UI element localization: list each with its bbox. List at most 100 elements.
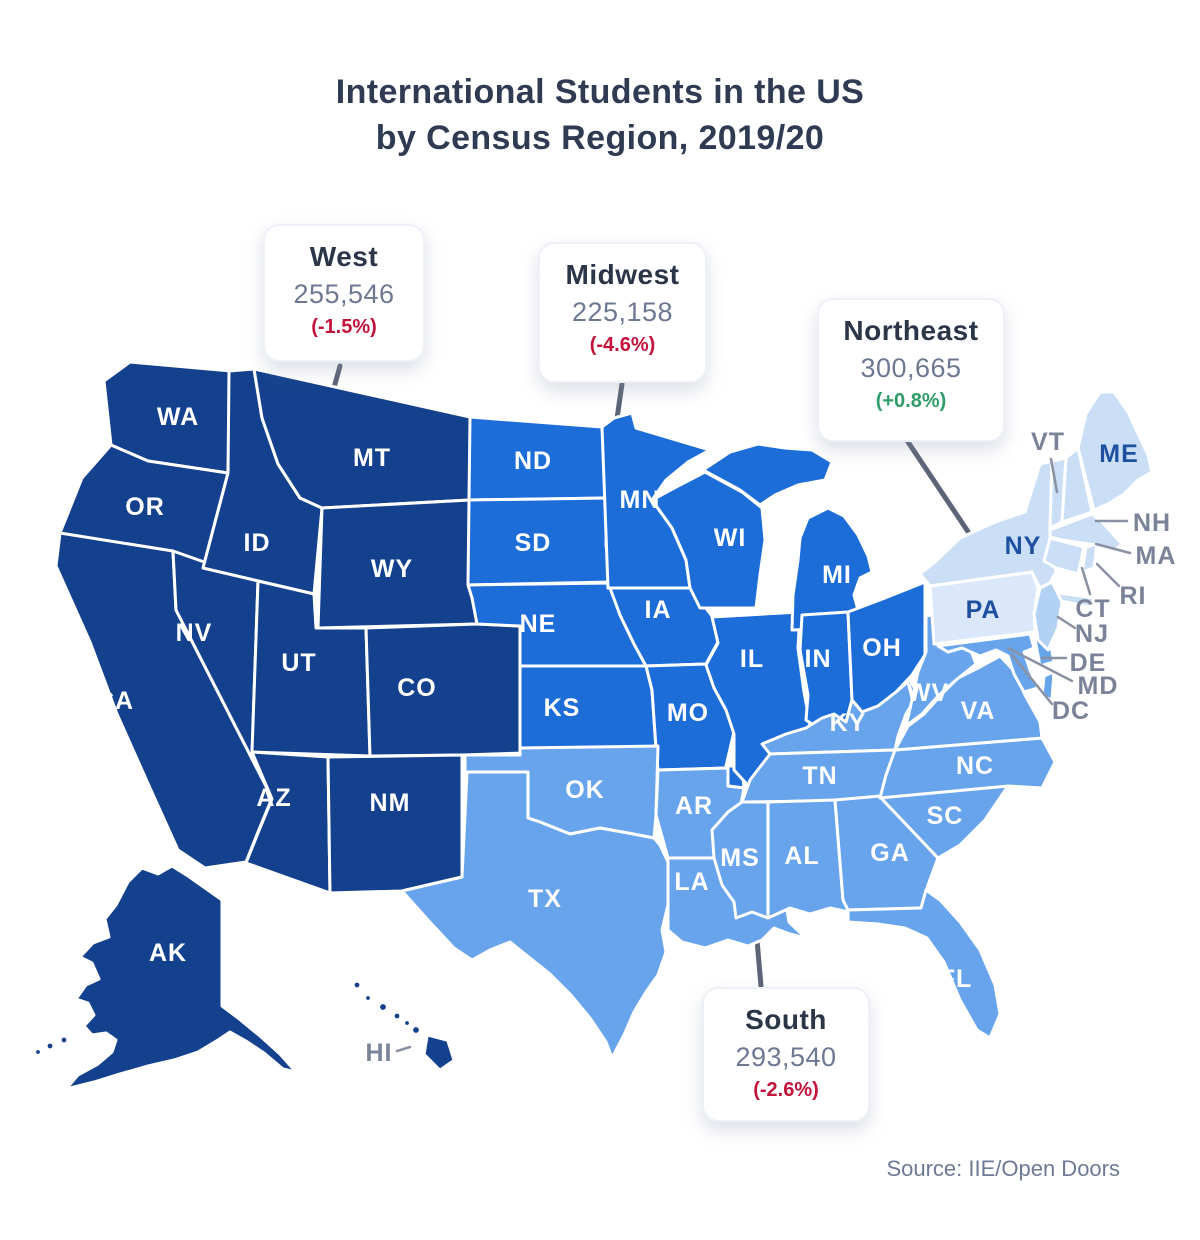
state-nj xyxy=(1032,580,1064,652)
hi-island xyxy=(403,1019,411,1027)
state-label-sd: SD xyxy=(515,529,552,557)
hi-island xyxy=(378,1002,388,1012)
leader-nj xyxy=(1056,615,1077,630)
state-nh xyxy=(1060,446,1094,524)
leader-vt xyxy=(1049,457,1059,494)
title-line-2: by Census Region, 2019/20 xyxy=(375,119,825,157)
state-me xyxy=(1076,390,1154,512)
state-tx xyxy=(400,770,670,1060)
state-label-pa: PA xyxy=(966,596,1001,624)
state-label-ny: NY xyxy=(1005,532,1042,560)
state-label-in: IN xyxy=(805,645,832,673)
hi-big-island xyxy=(424,1035,454,1070)
state-label-ms: MS xyxy=(720,844,760,872)
state-label-az: AZ xyxy=(256,784,291,812)
callout-midwest-value: 225,158 xyxy=(571,297,674,327)
leader-md xyxy=(1006,646,1074,683)
state-ri xyxy=(1080,542,1099,574)
hi-island xyxy=(411,1025,421,1035)
ak-aleutian-island xyxy=(34,1048,42,1056)
state-label-de: DE xyxy=(1070,649,1107,677)
ak-aleutian-island xyxy=(60,1036,68,1044)
callout-northeast: Northeast 300,665 (+0.8%) xyxy=(817,298,1005,442)
state-label-nd: ND xyxy=(514,447,552,475)
leader-ri xyxy=(1095,562,1121,588)
state-label-tx: TX xyxy=(528,885,562,913)
callout-south-name: South xyxy=(745,1004,827,1035)
callout-south-change: (-2.6%) xyxy=(753,1079,819,1101)
state-label-hi: HI xyxy=(366,1039,393,1067)
state-label-oh: OH xyxy=(862,634,902,662)
state-label-nc: NC xyxy=(956,752,994,780)
callout-midwest-change: (-4.6%) xyxy=(589,334,656,356)
state-label-nm: NM xyxy=(370,789,411,817)
leader-hi xyxy=(395,1045,412,1053)
callout-west-change: (-1.5%) xyxy=(311,316,377,338)
callout-west-name: West xyxy=(309,241,379,272)
state-label-ar: AR xyxy=(675,792,713,820)
source-credit: Source: IIE/Open Doors xyxy=(886,1156,1120,1181)
state-label-al: AL xyxy=(784,842,819,870)
state-label-ks: KS xyxy=(544,694,581,722)
callout-south-value: 293,540 xyxy=(735,1042,837,1072)
callout-midwest-name: Midwest xyxy=(565,259,680,290)
state-label-ok: OK xyxy=(565,776,605,804)
state-label-wv: WV xyxy=(907,679,949,707)
state-label-co: CO xyxy=(397,674,437,702)
state-label-fl: FL xyxy=(940,965,973,993)
state-ak xyxy=(64,864,298,1091)
title-line-1: International Students in the US xyxy=(335,73,865,111)
state-label-la: LA xyxy=(674,868,709,896)
state-label-ak: AK xyxy=(149,939,187,967)
state-label-ca: CA xyxy=(96,687,134,715)
hi-island xyxy=(393,1012,401,1020)
state-label-mi: MI xyxy=(822,561,852,589)
va-eastern-shore xyxy=(1040,670,1056,702)
state-label-mo: MO xyxy=(667,699,709,727)
state-nm xyxy=(326,753,464,895)
callout-south: South 293,540 (-2.6%) xyxy=(702,987,870,1122)
callout-northeast-name: Northeast xyxy=(843,315,979,346)
leader-dc xyxy=(1010,653,1054,706)
state-label-il: IL xyxy=(740,645,764,673)
state-label-mn: MN xyxy=(620,486,661,514)
state-label-or: OR xyxy=(125,493,165,521)
state-md xyxy=(936,632,1040,694)
state-nc xyxy=(878,736,1057,800)
leader-ct xyxy=(1080,566,1092,596)
state-label-ct: CT xyxy=(1075,595,1110,623)
state-label-ia: IA xyxy=(645,596,672,624)
state-va xyxy=(893,654,1044,752)
hi-island xyxy=(353,981,361,989)
callout-northeast-change: (+0.8%) xyxy=(875,390,947,412)
state-label-wa: WA xyxy=(157,403,199,431)
state-ks xyxy=(518,664,658,750)
state-label-tn: TN xyxy=(802,762,837,790)
callout-northeast-value: 300,665 xyxy=(860,353,962,383)
state-label-ma: MA xyxy=(1136,542,1177,570)
state-mi xyxy=(701,442,874,632)
state-label-me: ME xyxy=(1099,440,1139,468)
state-label-va: VA xyxy=(961,697,996,725)
state-label-nh: NH xyxy=(1133,509,1171,537)
state-label-dc: DC xyxy=(1052,697,1090,725)
state-label-sc: SC xyxy=(927,802,964,830)
state-label-nj: NJ xyxy=(1075,620,1109,648)
state-label-nv: NV xyxy=(176,619,213,647)
state-label-ky: KY xyxy=(830,709,867,737)
state-label-vt: VT xyxy=(1031,428,1065,456)
state-ky xyxy=(760,678,920,756)
state-ct xyxy=(1042,536,1086,576)
callout-midwest: Midwest 225,158 (-4.6%) xyxy=(538,242,707,383)
callout-west-value: 255,546 xyxy=(293,279,395,309)
hi-island xyxy=(364,994,372,1002)
state-label-ga: GA xyxy=(870,839,910,867)
callout-west: West 255,546 (-1.5%) xyxy=(263,224,425,362)
state-label-ne: NE xyxy=(520,610,557,638)
leader-ma xyxy=(1094,542,1132,555)
state-label-ut: UT xyxy=(281,649,316,677)
state-label-ri: RI xyxy=(1120,582,1147,610)
ak-aleutian-island xyxy=(46,1042,54,1050)
